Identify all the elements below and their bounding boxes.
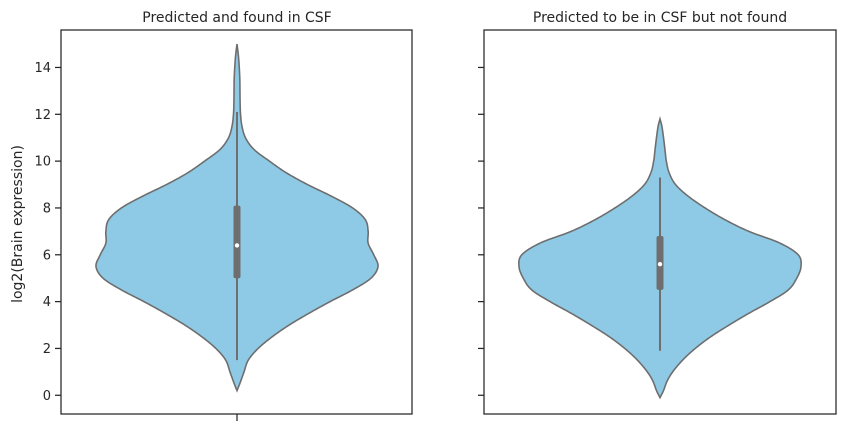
y-tick-label: 8 [43,201,51,216]
plot-frame-right [483,29,837,415]
y-tick-label: 14 [34,61,51,76]
panel-title-left: Predicted and found in CSF [142,10,331,26]
panel-left: Predicted and found in CSF 0 2 4 6 8 10 12 14 [34,10,413,421]
y-tick-label: 6 [43,248,51,263]
panel-right: Predicted to be in CSF but not found [478,10,837,415]
y-tick-label: 4 [43,295,51,310]
y-ticks-left: 0 2 4 6 8 10 12 14 [34,61,61,404]
y-tick-label: 12 [34,108,51,123]
y-axis-label: log2(Brain expression) [10,145,26,303]
y-tick-label: 0 [43,389,51,404]
y-tick-label: 10 [34,155,51,170]
median-marker [657,261,663,267]
violin-left [95,43,379,393]
median-marker [234,243,240,248]
y-ticks-right [478,66,484,396]
iqr-box [233,205,241,279]
y-tick-label: 2 [43,342,51,357]
violin-right [518,116,802,400]
panel-title-right: Predicted to be in CSF but not found [533,10,787,26]
